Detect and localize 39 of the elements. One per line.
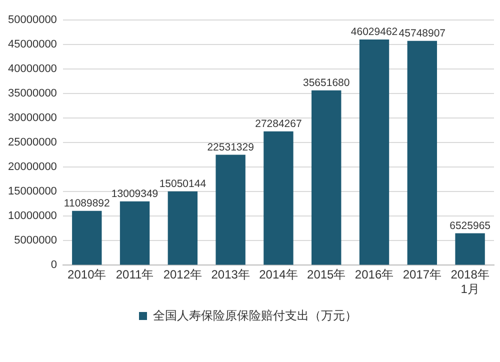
bar [264,131,294,265]
bar [168,191,198,265]
data-label: 11089892 [64,197,110,210]
bar [455,233,485,265]
data-label: 13009349 [111,188,158,200]
bar [359,39,390,265]
x-tick-label: 2016年 [354,268,394,282]
y-tick-label: 25000000 [8,136,57,149]
y-tick-label: 0 [50,259,57,272]
y-tick-label: 15000000 [8,186,57,198]
x-tick-label: 2015年 [307,268,346,282]
y-tick-label: 40000000 [8,63,57,76]
data-label: 22531329 [207,141,254,154]
x-tick-label: 2017年 [402,268,442,282]
x-tick-label: 2012年 [163,268,202,282]
bar [407,40,438,265]
x-tick-label: 2010年 [68,268,106,282]
x-tick-label: 2011年 [116,268,154,282]
data-label: 27284267 [255,118,302,130]
bar [120,201,150,265]
bar [312,90,342,265]
data-label: 6525965 [450,220,491,232]
bar [216,154,246,265]
y-tick-label: 5000000 [14,234,57,247]
y-tick-label: 10000000 [8,210,57,222]
bar [72,210,102,265]
data-label: 46029462 [350,26,398,38]
y-tick-label: 50000000 [8,14,57,26]
legend-label: 全国人寿保险原保险赔付支出（万元） [153,308,357,322]
x-tick-label: 2014年 [259,268,298,282]
x-tick-label: 2018年1月 [450,268,490,296]
data-label: 35651680 [303,77,350,90]
y-tick-label: 30000000 [8,112,57,124]
data-label: 45748907 [398,27,446,40]
y-tick-label: 20000000 [8,161,57,174]
data-label: 15050144 [159,178,206,190]
x-tick-label: 2013年 [211,268,250,282]
y-tick-label: 45000000 [8,38,57,51]
y-tick-label: 35000000 [8,88,57,100]
